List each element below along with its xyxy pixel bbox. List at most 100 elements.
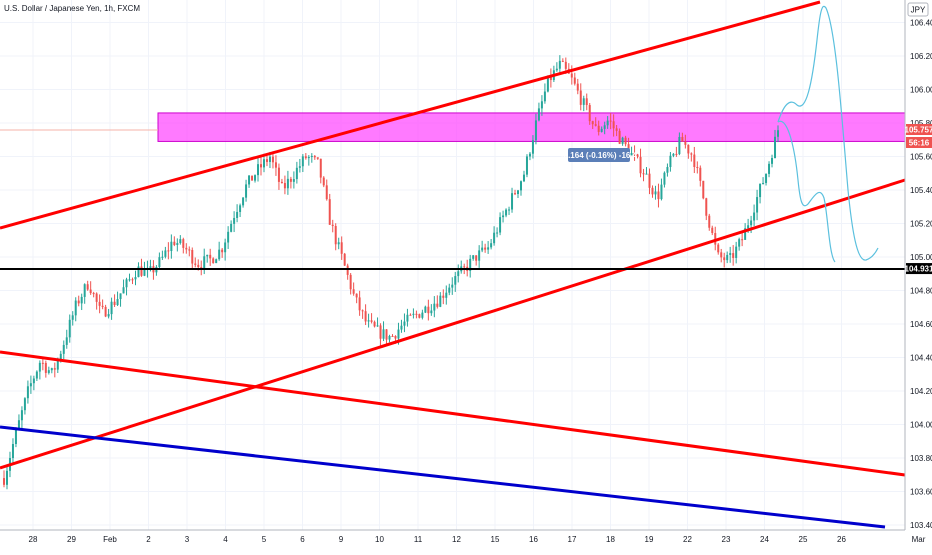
candle-body	[493, 232, 496, 244]
candle-body	[346, 265, 349, 275]
candle-body	[62, 344, 65, 354]
descending-trendline	[0, 350, 906, 477]
candle-body	[603, 125, 606, 129]
candle-body	[254, 175, 257, 181]
candle-body	[561, 60, 564, 62]
candle-body	[759, 183, 762, 198]
candle-body	[274, 162, 277, 168]
candle-body	[379, 325, 382, 339]
candle-body	[119, 293, 122, 300]
candle-body	[301, 156, 304, 167]
time-axis[interactable]: 28 29 Feb 2 3 4 5 6 9 10 11 12 15 16 17 18 19 22 23 24 25 26 M…	[29, 535, 926, 544]
candle-body	[239, 205, 242, 212]
time-tick-label: 24	[760, 535, 769, 544]
candle-body	[277, 167, 280, 182]
candle-body	[732, 253, 735, 258]
candle-body	[711, 227, 714, 234]
candle-body	[481, 247, 484, 251]
candle-body	[639, 156, 642, 174]
candle-body	[59, 353, 62, 360]
candle-body	[705, 198, 708, 216]
price-tick-label: 104.800	[910, 287, 932, 296]
resistance-zone	[157, 112, 906, 142]
candle-body	[439, 295, 442, 307]
measure-tool-tag[interactable]: -0.164 (-0.16%) -16.4	[561, 148, 638, 162]
candle-body	[286, 178, 289, 189]
candle-body	[3, 478, 5, 485]
candle-body	[349, 274, 352, 290]
candle-body	[298, 166, 301, 168]
candle-body	[334, 226, 337, 245]
candle-body	[137, 266, 140, 278]
candle-body	[531, 140, 534, 154]
candle-body	[534, 120, 537, 141]
candle-body	[687, 144, 690, 154]
candle-body	[433, 303, 436, 311]
candle-body	[191, 250, 194, 264]
candle-body	[490, 243, 493, 248]
candle-body	[612, 121, 615, 129]
candle-body	[382, 329, 385, 339]
candle-body	[421, 312, 424, 318]
candle-body	[747, 225, 750, 229]
candle-body	[762, 182, 765, 184]
candle-body	[44, 362, 47, 373]
candle-body	[236, 211, 239, 218]
candle-body	[469, 258, 472, 271]
candle-body	[588, 105, 591, 122]
candle-body	[176, 243, 179, 245]
candle-body	[594, 124, 597, 126]
price-axis[interactable]: 103.400 103.600 103.800 104.000 104.200 104.4…	[910, 19, 932, 531]
currency-badge-box	[907, 2, 929, 17]
candle-body	[738, 239, 741, 247]
candle-body	[313, 155, 316, 158]
candle-body	[385, 329, 388, 340]
candle-body	[522, 174, 525, 182]
candle-body	[525, 156, 528, 175]
candle-body	[125, 279, 128, 288]
candle-body	[161, 256, 164, 258]
lower-channel-line	[0, 178, 906, 470]
time-tick-label: 16	[529, 535, 538, 544]
candle-body	[173, 241, 176, 245]
time-tick-label: 18	[606, 535, 615, 544]
candle-body	[32, 378, 35, 384]
price-tick-label: 106.400	[910, 19, 932, 28]
candle-body	[451, 284, 454, 288]
candle-body	[756, 197, 759, 213]
projection-layer	[777, 5, 879, 263]
time-tick-label: 9	[339, 535, 344, 544]
last-price-tag-label: 105.757	[905, 126, 932, 135]
candle-body	[624, 137, 627, 145]
candle-body	[343, 253, 346, 266]
time-axis-panel[interactable]	[0, 530, 932, 550]
time-tick-label: 19	[645, 535, 654, 544]
candle-body	[113, 301, 116, 306]
candle-body	[242, 197, 245, 206]
candle-body	[600, 128, 603, 132]
price-tick-label: 106.000	[910, 86, 932, 95]
candle-body	[499, 217, 502, 233]
candle-body	[337, 242, 340, 245]
candle-body	[271, 156, 274, 163]
candle-body	[47, 370, 50, 373]
candle-body	[478, 250, 481, 261]
price-tick-label: 103.800	[910, 454, 932, 463]
candle-body	[14, 429, 17, 444]
candle-body	[517, 190, 520, 195]
candle-body	[591, 121, 594, 125]
candle-body	[454, 276, 457, 285]
price-tick-label: 105.000	[910, 253, 932, 262]
time-tick-label: 10	[375, 535, 384, 544]
candle-body	[86, 284, 89, 290]
candle-body	[741, 239, 744, 241]
candle-body	[409, 314, 412, 316]
time-tick-label: 23	[722, 535, 731, 544]
last-price-tag-box	[906, 124, 932, 135]
candle-body	[585, 98, 588, 106]
time-tick-label: 5	[262, 535, 267, 544]
candle-body	[777, 130, 779, 137]
price-tick-label: 105.200	[910, 220, 932, 229]
